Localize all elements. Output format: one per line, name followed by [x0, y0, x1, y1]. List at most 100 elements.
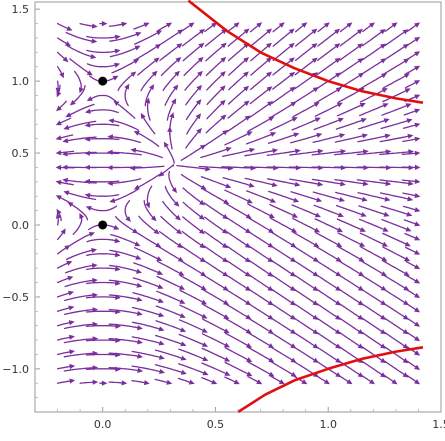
stream-line	[181, 261, 205, 275]
stream-arrow	[316, 197, 322, 202]
stream-arrow	[414, 322, 420, 327]
stream-arrow	[159, 369, 165, 374]
stream-arrow	[91, 248, 97, 253]
stream-line	[340, 45, 362, 61]
stream-arrow	[406, 212, 412, 217]
stream-line	[251, 30, 271, 46]
stream-line	[87, 355, 119, 356]
stream-arrow	[69, 335, 75, 340]
stream-line	[383, 233, 409, 245]
stream-arrow	[93, 365, 99, 370]
stream-arrow	[102, 21, 108, 26]
stream-line	[87, 268, 119, 269]
stream-arrow	[384, 212, 390, 217]
stream-line	[294, 347, 317, 362]
stream-line	[271, 347, 294, 361]
x-tick-label: 1.5	[432, 418, 445, 431]
stream-arrow	[403, 372, 409, 377]
stream-line	[248, 117, 272, 131]
stream-arrow	[181, 370, 187, 375]
stream-arrow	[272, 148, 278, 153]
stream-arrow	[86, 206, 92, 211]
stream-arrow	[251, 165, 257, 170]
stream-line	[229, 87, 248, 104]
stream-arrow	[137, 368, 143, 373]
stream-line	[317, 304, 339, 319]
stream-arrow	[222, 229, 228, 234]
stream-line	[225, 348, 250, 361]
red-curves	[188, 1, 423, 412]
stream-line	[272, 318, 295, 333]
stream-line	[292, 119, 319, 130]
stream-arrow	[137, 339, 143, 344]
stream-line	[136, 45, 160, 59]
stream-line	[362, 59, 385, 74]
stream-line	[250, 102, 272, 117]
stream-line	[182, 246, 205, 261]
stream-line	[361, 261, 385, 275]
stream-line	[272, 289, 294, 304]
stream-line	[317, 289, 339, 304]
stream-line	[132, 337, 163, 344]
stream-arrow	[92, 24, 98, 29]
equilibrium-point	[98, 77, 107, 86]
stream-arrow	[56, 150, 62, 155]
stream-line	[271, 362, 295, 376]
stream-arrow	[414, 123, 420, 128]
stream-line	[249, 261, 271, 276]
stream-arrow	[144, 380, 150, 385]
stream-line	[182, 30, 203, 46]
stream-line	[204, 203, 226, 218]
stream-arrow	[68, 291, 74, 296]
stream-arrow	[68, 306, 74, 311]
stream-line	[338, 233, 363, 246]
stream-arrow	[56, 135, 62, 140]
stream-line	[68, 233, 93, 246]
stream-line	[132, 352, 163, 359]
stream-line	[340, 59, 362, 74]
stream-line	[87, 369, 119, 370]
stream-line	[385, 361, 407, 376]
stream-line	[318, 44, 339, 60]
stream-line	[87, 311, 119, 312]
stream-arrow	[107, 165, 113, 170]
stream-line	[271, 232, 295, 246]
stream-line	[251, 59, 270, 76]
stream-line	[363, 30, 385, 46]
stream-line	[87, 340, 119, 341]
stream-line	[340, 333, 362, 348]
stream-line	[181, 276, 205, 290]
stream-line	[385, 333, 407, 348]
stream-line	[248, 348, 272, 362]
stream-line	[271, 218, 296, 232]
y-tick-label: 0.5	[12, 147, 30, 160]
stream-arrow	[414, 207, 420, 212]
stream-line	[360, 104, 387, 115]
stream-line	[270, 118, 296, 130]
stream-line	[229, 44, 248, 61]
stream-line	[384, 261, 408, 275]
stream-arrow	[67, 276, 73, 281]
stream-line	[183, 217, 204, 233]
stream-arrow	[84, 165, 90, 170]
stream-line	[205, 232, 227, 247]
stream-arrow	[189, 380, 195, 385]
stream-line	[296, 44, 316, 60]
stream-line	[136, 232, 159, 246]
stream-arrow	[109, 198, 115, 203]
stream-arrow	[316, 133, 322, 138]
stream-line	[227, 275, 250, 290]
stream-lines	[56, 21, 421, 386]
stream-line	[89, 96, 116, 102]
stream-arrow	[293, 133, 299, 138]
stream-line	[226, 204, 250, 218]
stream-line	[249, 232, 272, 247]
stream-line	[87, 283, 119, 284]
stream-line	[294, 233, 318, 247]
stream-arrow	[226, 147, 232, 152]
stream-arrow	[199, 243, 205, 248]
stream-arrow	[380, 44, 386, 49]
stream-arrow	[407, 196, 413, 201]
stream-line	[294, 261, 317, 276]
stream-line	[317, 261, 340, 276]
